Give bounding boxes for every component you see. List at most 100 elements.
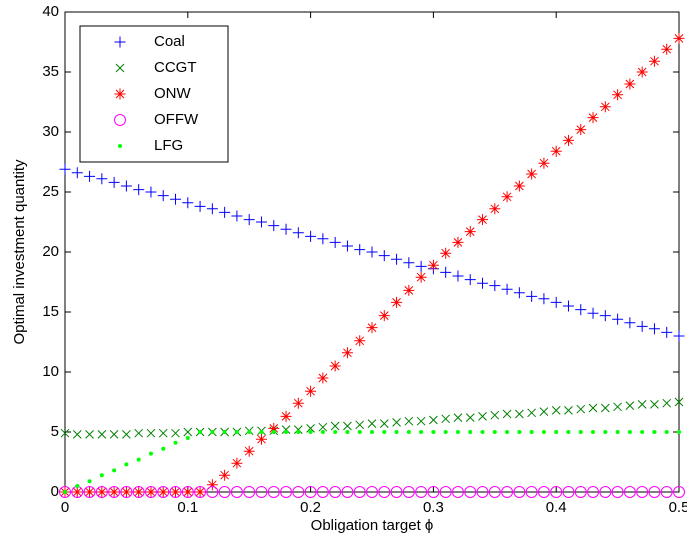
data-point <box>219 206 231 218</box>
data-point <box>308 430 313 434</box>
data-point <box>60 428 70 438</box>
data-point <box>194 486 206 498</box>
data-point <box>182 486 194 498</box>
legend-marker <box>114 88 126 100</box>
data-point <box>525 486 538 498</box>
legend-marker <box>114 36 126 48</box>
data-point <box>255 486 268 498</box>
y-tick-label: 35 <box>42 63 59 80</box>
data-point <box>427 259 439 271</box>
legend-label: LFG <box>154 137 183 154</box>
data-point <box>305 230 317 242</box>
x-tick-label: 0.2 <box>300 499 321 516</box>
data-point <box>145 486 157 498</box>
data-point <box>146 428 156 438</box>
data-point <box>96 173 108 185</box>
data-point <box>587 486 600 498</box>
data-point <box>390 486 403 498</box>
data-point <box>144 486 157 498</box>
x-tick-label: 0.5 <box>669 499 687 516</box>
data-point <box>183 427 193 437</box>
data-point <box>170 193 182 205</box>
data-point <box>243 486 256 498</box>
data-point <box>404 416 414 426</box>
data-point <box>416 416 426 426</box>
data-point <box>674 397 684 407</box>
data-point <box>284 430 289 434</box>
data-point <box>219 469 231 481</box>
data-point <box>173 440 178 445</box>
data-point <box>451 486 464 498</box>
data-point <box>267 486 280 498</box>
data-point <box>343 421 352 431</box>
data-point <box>206 479 218 491</box>
data-point <box>280 486 293 498</box>
data-point <box>600 403 610 413</box>
data-point <box>468 430 473 434</box>
data-point <box>564 406 573 415</box>
y-tick-label: 10 <box>42 363 59 380</box>
data-point <box>292 486 305 498</box>
data-point <box>109 430 119 439</box>
data-point <box>271 430 276 434</box>
data-point <box>71 486 83 498</box>
data-point <box>603 430 608 434</box>
data-point <box>317 372 329 384</box>
y-axis-label: Optimal investment quantity <box>11 159 28 345</box>
data-point <box>591 430 596 434</box>
data-point <box>234 430 239 434</box>
data-point <box>171 428 180 438</box>
data-point <box>378 250 390 262</box>
data-point <box>648 323 660 335</box>
data-point <box>185 436 190 440</box>
data-point <box>537 486 550 498</box>
data-point <box>132 486 145 498</box>
data-point <box>333 430 338 434</box>
data-point <box>574 486 587 498</box>
data-point <box>157 190 169 202</box>
data-point <box>222 430 227 434</box>
legend-label: ONW <box>154 85 192 102</box>
data-point <box>415 271 427 283</box>
data-point <box>218 486 231 498</box>
data-point <box>440 247 452 259</box>
data-point <box>243 445 255 457</box>
data-point <box>541 430 546 434</box>
data-point <box>87 479 92 484</box>
x-tick-label: 0.1 <box>177 499 198 516</box>
data-point <box>441 414 451 424</box>
data-point <box>210 430 215 434</box>
data-point <box>95 486 108 498</box>
data-point <box>259 430 264 434</box>
data-point <box>353 486 366 498</box>
data-point <box>526 290 538 302</box>
data-point <box>281 425 291 434</box>
data-point <box>562 134 574 146</box>
data-point <box>566 430 571 434</box>
data-point <box>599 486 612 498</box>
series-0 <box>59 163 685 342</box>
data-point <box>554 430 559 434</box>
data-point <box>575 124 587 136</box>
data-point <box>660 486 673 498</box>
data-point <box>612 313 624 325</box>
data-point <box>72 430 82 439</box>
data-point <box>391 253 403 265</box>
data-point <box>664 430 669 434</box>
data-point <box>415 260 427 272</box>
data-point <box>550 486 563 498</box>
data-point <box>354 335 366 347</box>
data-point <box>406 430 411 434</box>
data-point <box>280 410 292 422</box>
data-point <box>625 401 635 410</box>
data-point <box>439 486 452 498</box>
data-point <box>379 419 389 428</box>
data-point <box>587 307 599 319</box>
data-point <box>464 486 477 498</box>
data-point <box>673 32 685 44</box>
data-point <box>194 486 207 498</box>
data-point <box>539 407 549 416</box>
data-point <box>440 266 452 278</box>
data-point <box>120 486 133 498</box>
data-point <box>661 43 673 55</box>
